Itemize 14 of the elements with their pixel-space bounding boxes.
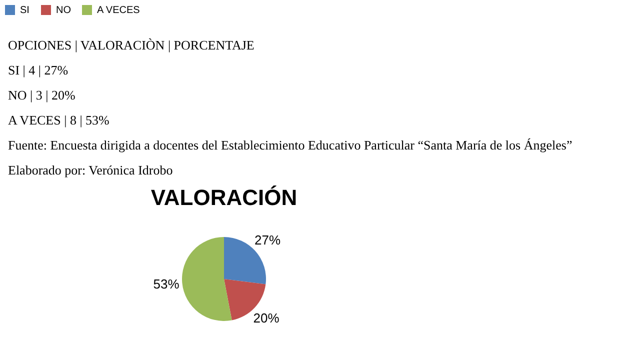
legend-label: A VECES — [97, 5, 140, 16]
data-label: 27% — [254, 232, 281, 248]
text: OPCIONES | VALORACIÒN | PORCENTAJE — [8, 38, 254, 52]
legend-label: SI — [20, 5, 30, 16]
legend-label: NO — [56, 5, 72, 16]
text: NO | 3 | 20% — [8, 88, 76, 102]
pie-slice — [182, 237, 232, 321]
text: VALORACIÓN — [150, 185, 298, 210]
data-label: 53% — [153, 276, 180, 292]
text: A VECES | 8 | 53% — [8, 112, 110, 128]
text: SI | 4 | 27% — [8, 62, 68, 78]
data-label: 20% — [253, 310, 280, 326]
text: Elaborado por: Verónica Idrobo — [8, 162, 173, 178]
source-note: Fuente: Encuesta dirigida a docentes del Establecimiento Educativo Particular “Santa María de los Ángeles” — [8, 138, 572, 152]
